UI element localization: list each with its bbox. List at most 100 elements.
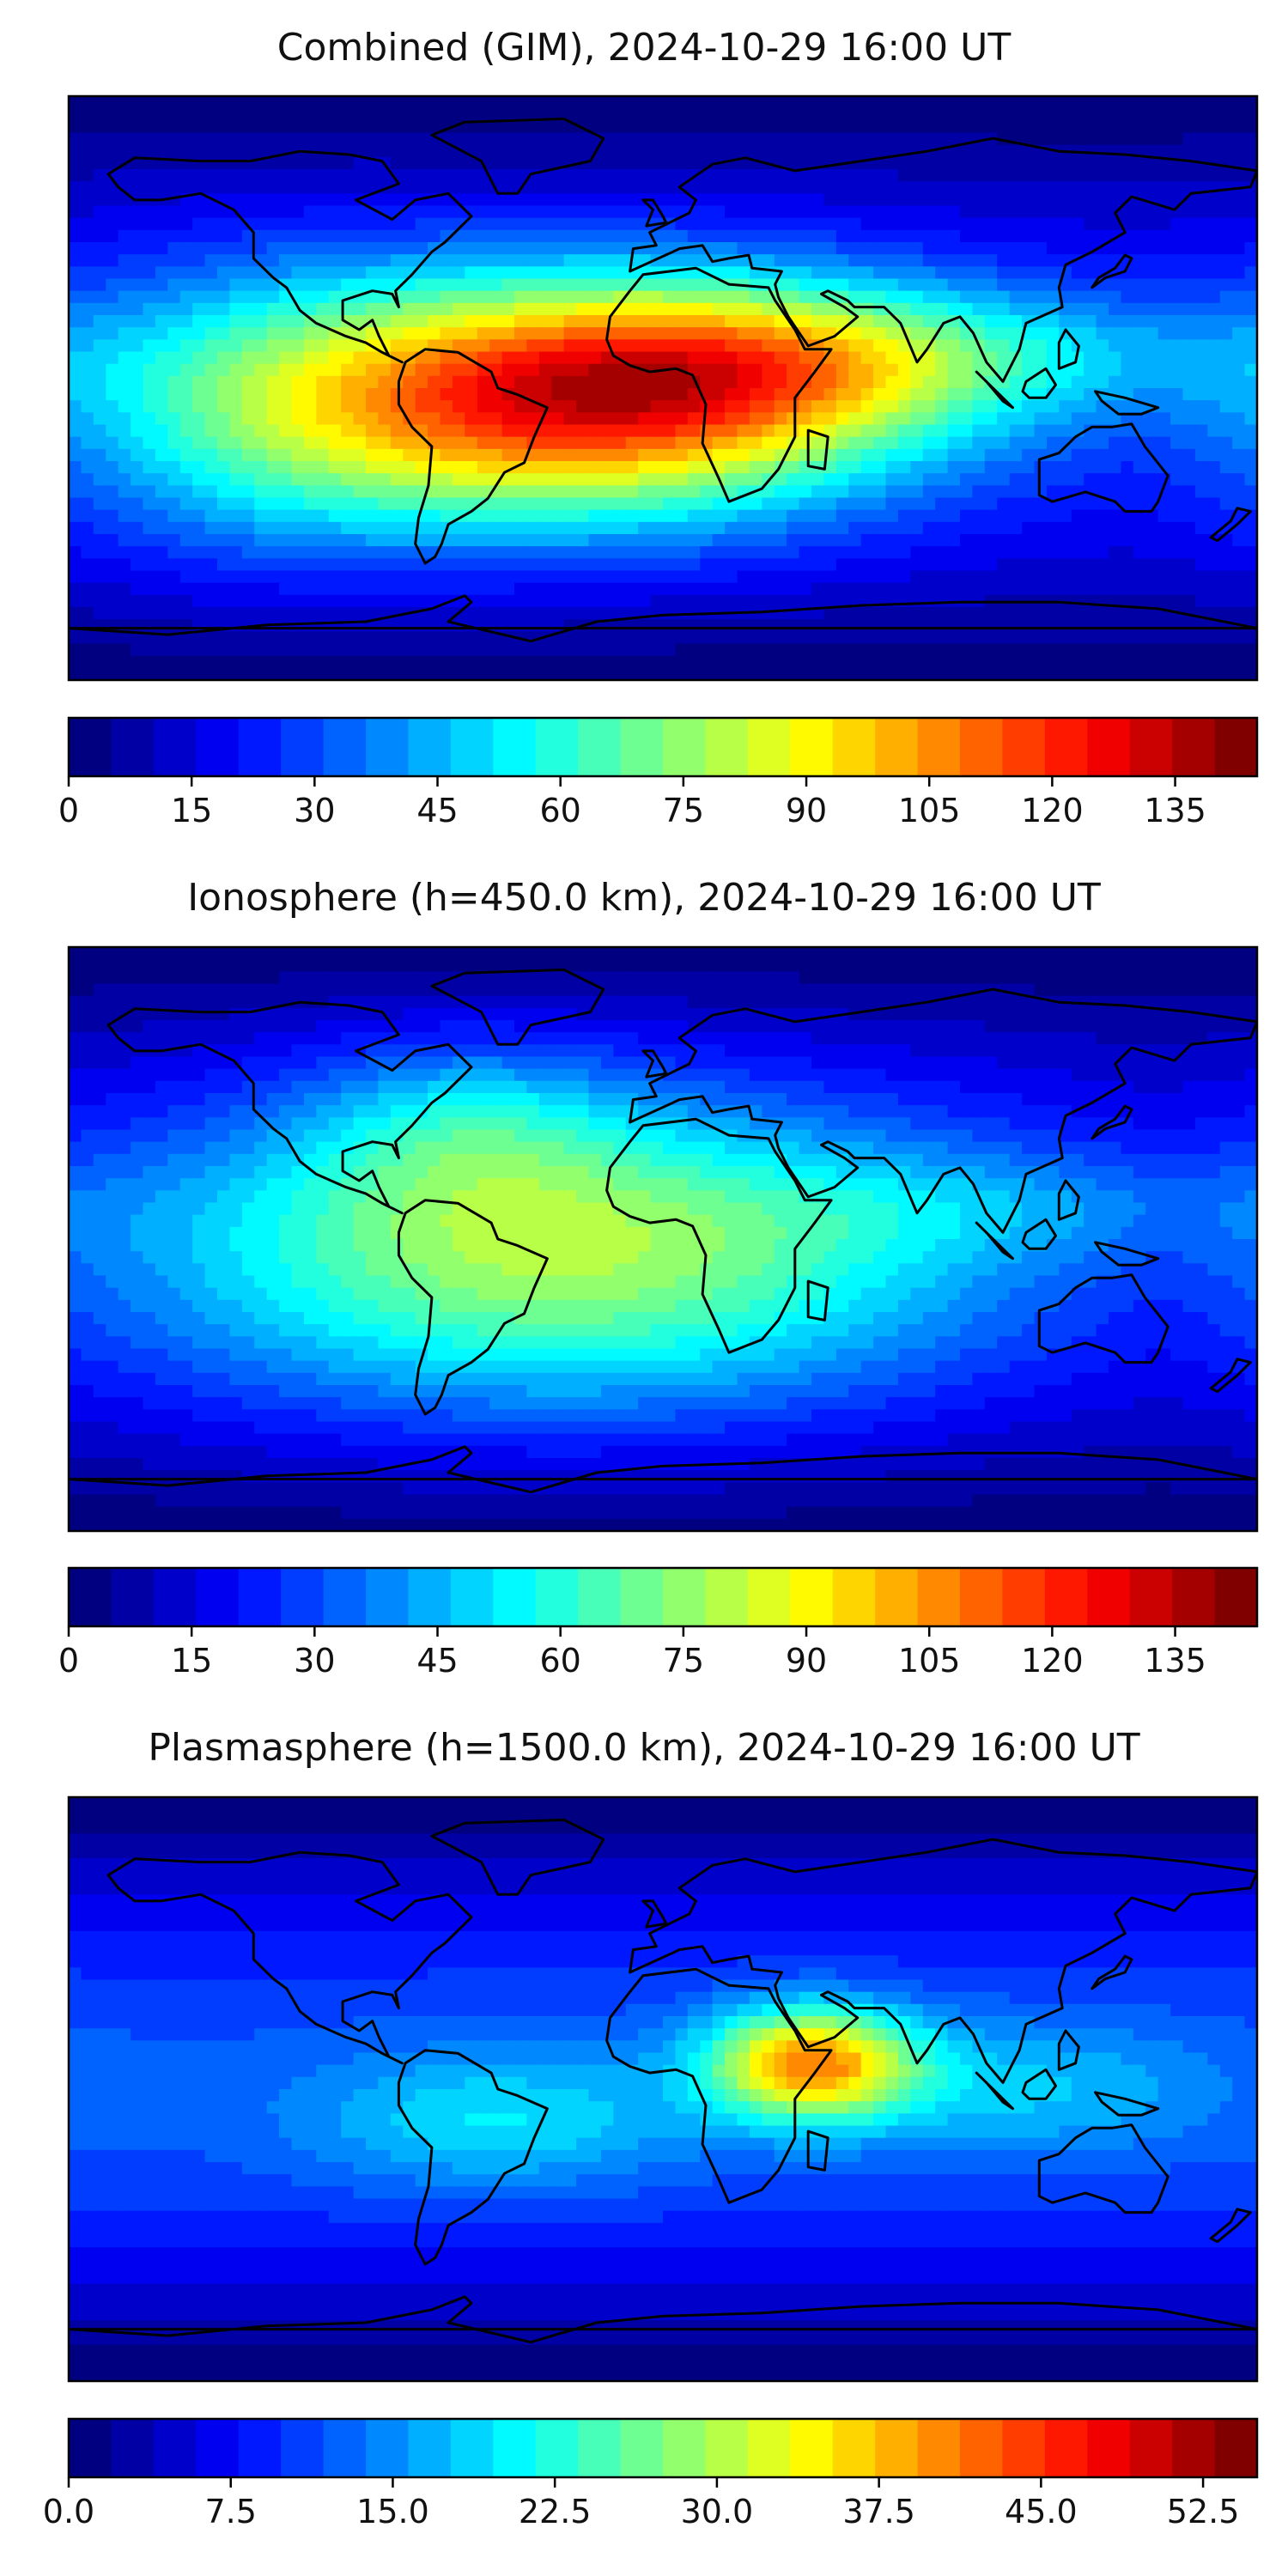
field-cell	[1084, 351, 1097, 365]
field-cell	[712, 363, 726, 377]
field-cell	[1207, 132, 1221, 146]
field-cell	[1145, 619, 1159, 632]
field-cell	[106, 509, 119, 523]
field-cell	[1009, 290, 1023, 304]
field-cell	[167, 363, 181, 377]
field-cell	[1170, 424, 1184, 438]
field-cell	[328, 461, 342, 474]
field-cell	[823, 375, 837, 389]
field-cell	[1121, 400, 1134, 413]
field-cell	[749, 108, 762, 121]
field-cell	[1244, 594, 1257, 608]
field-cell	[588, 412, 602, 426]
field-cell	[316, 400, 330, 413]
field-cell	[229, 448, 243, 462]
field-cell	[1182, 290, 1196, 304]
field-cell	[155, 132, 168, 146]
field-cell	[613, 448, 627, 462]
field-cell	[155, 448, 168, 462]
field-cell	[241, 205, 255, 219]
field-cell	[204, 388, 218, 401]
field-cell	[576, 509, 590, 523]
field-cell	[1121, 217, 1134, 231]
field-cell	[328, 959, 342, 972]
field-cell	[873, 570, 887, 584]
field-cell	[1145, 570, 1159, 584]
field-cell	[316, 473, 330, 486]
field-cell	[514, 412, 528, 426]
field-cell	[663, 448, 677, 462]
field-cell	[984, 534, 998, 547]
field-cell	[638, 205, 652, 219]
field-cell	[291, 205, 305, 219]
field-cell	[241, 400, 255, 413]
field-cell	[725, 959, 738, 972]
field-cell	[799, 436, 812, 450]
field-cell	[935, 582, 949, 596]
field-cell	[687, 156, 701, 170]
field-cell	[712, 290, 726, 304]
field-cell	[93, 631, 106, 645]
field-cell	[960, 485, 974, 499]
field-cell	[192, 473, 206, 486]
field-cell	[1182, 120, 1196, 134]
field-cell	[1232, 120, 1246, 134]
field-cell	[650, 96, 664, 109]
field-cell	[341, 217, 355, 231]
field-cell	[1170, 120, 1184, 134]
field-cell	[613, 521, 627, 535]
field-cell	[1244, 217, 1257, 231]
field-cell	[1232, 485, 1246, 499]
field-cell	[1232, 534, 1246, 547]
field-cell	[613, 607, 627, 620]
field-cell	[984, 339, 998, 353]
map-panel-2	[67, 945, 1259, 1637]
field-cell	[118, 266, 131, 280]
field-cell	[143, 181, 156, 194]
field-cell	[143, 461, 156, 474]
field-cell	[366, 388, 380, 401]
field-cell	[774, 375, 787, 389]
field-cell	[1121, 497, 1134, 511]
field-cell	[526, 607, 540, 620]
field-cell	[143, 290, 156, 304]
field-cell	[538, 266, 552, 280]
field-cell	[725, 181, 738, 194]
field-cell	[514, 497, 528, 511]
field-cell	[1071, 521, 1084, 535]
field-cell	[118, 193, 131, 207]
field-cell	[1207, 205, 1221, 219]
field-cell	[1009, 254, 1023, 267]
field-cell	[613, 120, 627, 134]
field-cell	[823, 947, 837, 960]
field-cell	[600, 242, 614, 255]
field-cell	[600, 351, 614, 365]
field-cell	[390, 132, 404, 146]
field-cell	[823, 594, 837, 608]
field-cell	[922, 242, 936, 255]
field-cell	[415, 643, 428, 657]
field-cell	[514, 339, 528, 353]
field-cell	[526, 546, 540, 559]
field-cell	[118, 582, 131, 596]
field-cell	[204, 448, 218, 462]
field-cell	[428, 351, 441, 365]
field-cell	[997, 193, 1011, 207]
field-cell	[860, 254, 874, 267]
field-cell	[217, 169, 231, 182]
field-cell	[167, 108, 181, 121]
field-cell	[353, 375, 367, 389]
field-cell	[241, 229, 255, 243]
field-cell	[910, 959, 924, 972]
field-cell	[403, 655, 416, 669]
field-cell	[217, 375, 231, 389]
field-cell	[538, 619, 552, 632]
field-cell	[106, 461, 119, 474]
field-cell	[143, 546, 156, 559]
field-cell	[638, 667, 652, 680]
field-cell	[1022, 217, 1036, 231]
field-cell	[600, 120, 614, 134]
field-cell	[316, 144, 330, 158]
field-cell	[1022, 242, 1036, 255]
field-cell	[501, 144, 515, 158]
